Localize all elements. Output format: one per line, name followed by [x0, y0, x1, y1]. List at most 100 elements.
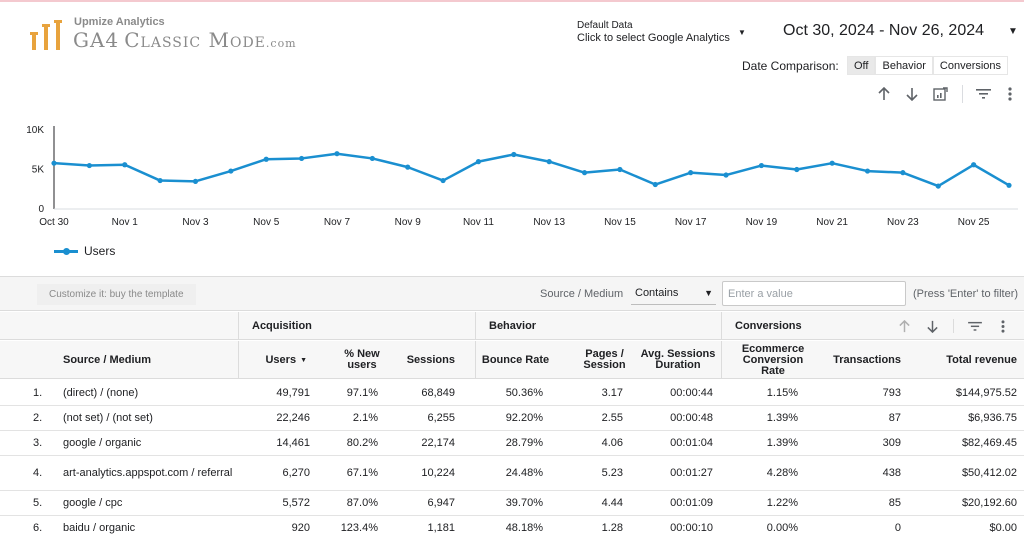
date-comparison-off-button[interactable]: Off	[847, 56, 876, 75]
conversion-rate-cell: 1.39%	[766, 412, 798, 424]
users-cell: 5,572	[282, 497, 310, 509]
column-header-transactions[interactable]: Transactions	[833, 353, 901, 366]
pages-session-cell: 2.55	[601, 412, 623, 424]
users-data-point	[157, 177, 163, 184]
table-row[interactable]: 5. google / cpc 5,572 87.0% 6,947 39.70% 4.44 0…	[0, 491, 1024, 516]
y-tick-label: 10K	[26, 125, 44, 136]
table-row[interactable]: 6. baidu / organic 920 123.4% 1,181 48.18% 1.2…	[0, 516, 1024, 538]
sort-descending-icon[interactable]	[903, 85, 921, 103]
bounce-rate-cell: 92.20%	[505, 412, 543, 424]
column-header-sessions[interactable]: Sessions	[406, 353, 455, 366]
users-data-point	[51, 160, 57, 166]
legend-series-label: Users	[84, 244, 116, 258]
x-tick-label: Nov 17	[675, 217, 707, 228]
users-data-point	[334, 151, 340, 157]
data-source-label: Default Data	[577, 20, 633, 31]
avg-duration-cell: 00:00:44	[670, 386, 713, 399]
table-column-header: Source / Medium Users ▼ % New users Sessi…	[0, 341, 1024, 379]
x-tick-label: Nov 1	[112, 217, 139, 228]
table-row[interactable]: 2. (not set) / (not set) 22,246 2.1% 6,255 92…	[0, 406, 1024, 431]
column-divider	[238, 341, 239, 379]
conversion-rate-cell: 1.15%	[766, 386, 798, 399]
date-comparison-behavior-button[interactable]: Behavior	[875, 56, 933, 75]
column-header-ecommerce-conversion-rate[interactable]: Ecommerce Conversion Rate	[741, 342, 805, 377]
date-range-caret-icon[interactable]: ▼	[1008, 26, 1018, 37]
data-source-caret-icon[interactable]: ▼	[738, 28, 746, 37]
logo-bars-icon	[30, 20, 62, 50]
table-row[interactable]: 1. (direct) / (none) 49,791 97.1% 68,849 50.3…	[0, 380, 1024, 406]
drill-down-icon[interactable]	[931, 85, 949, 103]
total-revenue-cell: $144,975.52	[955, 386, 1017, 399]
users-line-chart: 0 5K 10K Oct 30 Nov 1 Nov 3 Nov 5 Nov 7 Nov 9 Nov…	[26, 125, 1018, 228]
row-index-cell: 4.	[33, 467, 43, 479]
users-data-point	[511, 151, 517, 158]
data-source-value: Click to select Google Analytics	[577, 32, 730, 44]
bounce-rate-cell: 24.48%	[505, 467, 543, 479]
table-toolbar-divider	[953, 319, 954, 333]
data-source-selector[interactable]: Default Data Click to select Google Anal…	[577, 20, 730, 44]
table-filter-icon[interactable]	[966, 317, 984, 335]
avg-duration-cell: 00:01:04	[670, 437, 713, 449]
column-divider	[475, 341, 476, 379]
more-vert-icon[interactable]	[1001, 85, 1019, 103]
date-comparison-conversions-button[interactable]: Conversions	[932, 56, 1009, 75]
sessions-cell: 22,174	[421, 437, 455, 449]
filter-icon[interactable]	[974, 85, 992, 103]
x-tick-label: Nov 25	[958, 217, 990, 228]
legend-series-icon	[54, 247, 78, 255]
source-medium-cell: (not set) / (not set)	[63, 412, 153, 424]
table-row[interactable]: 4. art-analytics.appspot.com / referral 6,…	[0, 456, 1024, 491]
users-data-point	[581, 170, 588, 176]
logo-title-main: Classic Mode	[124, 28, 266, 52]
users-cell: 14,461	[276, 437, 310, 449]
total-revenue-cell: $0.00	[989, 522, 1017, 534]
filter-operator-select[interactable]: Contains ▼	[631, 283, 716, 305]
row-index-cell: 3.	[33, 437, 43, 449]
sessions-cell: 10,224	[421, 467, 455, 479]
source-medium-cell: google / cpc	[63, 497, 123, 509]
chart-legend: Users	[54, 244, 115, 258]
sessions-cell: 6,255	[427, 412, 455, 424]
column-header-users[interactable]: Users ▼	[245, 341, 307, 379]
date-comparison-label: Date Comparison:	[742, 59, 839, 73]
table-row[interactable]: 3. google / organic 14,461 80.2% 22,174 28.79…	[0, 431, 1024, 456]
table-sort-descending-icon[interactable]	[923, 317, 941, 335]
users-data-point	[900, 170, 906, 176]
column-header-new-users[interactable]: % New users	[344, 348, 380, 371]
x-tick-label: Nov 5	[253, 217, 280, 228]
users-data-point	[122, 162, 128, 168]
x-tick-label: Oct 30	[39, 217, 69, 228]
x-tick-label: Nov 19	[746, 217, 778, 228]
table-more-vert-icon[interactable]	[994, 317, 1012, 335]
column-header-total-revenue[interactable]: Total revenue	[946, 353, 1017, 366]
column-header-avg-session-duration[interactable]: Avg. Sessions Duration	[640, 348, 716, 371]
users-data-point	[86, 162, 92, 169]
conversion-rate-cell: 1.22%	[766, 497, 798, 509]
column-divider	[721, 341, 722, 379]
table-sort-ascending-icon[interactable]	[895, 317, 913, 335]
sort-ascending-icon[interactable]	[875, 85, 893, 103]
filter-value-input[interactable]	[722, 281, 906, 306]
avg-duration-cell: 00:01:09	[670, 497, 713, 509]
new-users-cell: 97.1%	[346, 386, 378, 399]
sessions-cell: 1,181	[427, 522, 455, 534]
column-header-pages-session[interactable]: Pages / Session	[583, 348, 626, 371]
conversion-rate-cell: 4.28%	[766, 467, 798, 479]
x-tick-label: Nov 11	[463, 217, 494, 228]
users-data-point	[935, 183, 941, 189]
logo-title-ga4: GA4	[73, 28, 120, 52]
column-header-source-medium[interactable]: Source / Medium	[63, 353, 152, 366]
users-data-point	[440, 177, 446, 184]
x-tick-label: Nov 9	[395, 217, 422, 228]
users-data-point	[228, 168, 234, 174]
date-range-picker[interactable]: Oct 30, 2024 - Nov 26, 2024	[783, 22, 985, 39]
x-tick-label: Nov 3	[182, 217, 209, 228]
filter-hint: (Press 'Enter' to filter)	[913, 288, 1019, 300]
transactions-cell: 438	[882, 467, 901, 479]
users-data-point	[369, 155, 375, 162]
chevron-down-icon: ▼	[704, 288, 713, 298]
column-header-bounce-rate[interactable]: Bounce Rate	[481, 353, 550, 366]
source-medium-cell: baidu / organic	[63, 522, 136, 534]
users-data-point	[475, 159, 482, 165]
customize-button[interactable]: Customize it: buy the template	[37, 284, 196, 305]
